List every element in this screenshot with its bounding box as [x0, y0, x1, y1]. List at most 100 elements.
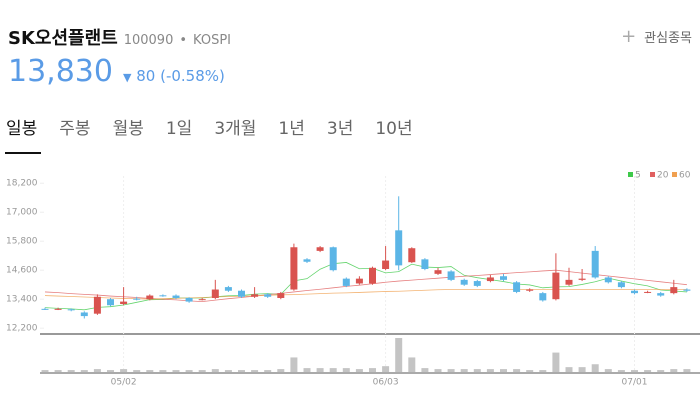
candle-body	[290, 247, 298, 290]
legend-swatch	[650, 172, 655, 177]
volume-bar	[631, 370, 638, 372]
x-tick-label: 07/01	[622, 378, 648, 388]
favorite-button[interactable]: + 관심종목	[621, 26, 692, 47]
favorite-icon: +	[621, 26, 637, 47]
volume-bar	[198, 370, 206, 372]
period-tab[interactable]: 3년	[326, 119, 354, 139]
candle-body	[382, 260, 390, 269]
volume-bar	[382, 366, 390, 372]
candle-body	[447, 271, 455, 280]
volume-bar	[617, 370, 625, 372]
x-tick-label: 05/02	[111, 378, 137, 388]
volume-bar	[604, 369, 612, 372]
period-tab[interactable]: 주봉	[59, 119, 91, 139]
candle-body	[251, 294, 259, 297]
candle-body	[526, 289, 534, 291]
volume-bar	[565, 367, 573, 372]
volume-bar	[486, 369, 494, 372]
volume-bar	[277, 369, 285, 372]
favorite-label: 관심종목	[644, 31, 692, 46]
period-tab[interactable]: 월봉	[112, 119, 144, 139]
candle-body	[238, 290, 245, 297]
volume-bar	[80, 370, 88, 372]
volume-bar	[670, 369, 678, 372]
volume-bar	[552, 352, 560, 372]
price: 13,830	[8, 54, 113, 89]
volume-bar	[342, 368, 350, 372]
volume-bar	[211, 369, 219, 372]
candle-body	[67, 309, 75, 311]
volume-bar	[539, 370, 547, 372]
volume-bar	[408, 357, 416, 372]
volume-bar	[303, 368, 311, 372]
period-tab[interactable]: 일봉	[6, 119, 38, 139]
period-tab[interactable]: 10년	[375, 119, 413, 139]
candle-body	[513, 282, 521, 292]
candle-body	[591, 250, 599, 278]
period-tab[interactable]: 1일	[165, 119, 193, 139]
candle-body	[342, 278, 350, 286]
volume-bar	[159, 370, 167, 372]
candle-body	[146, 295, 154, 300]
y-tick-label: 15,800	[6, 237, 38, 247]
candle-body	[644, 291, 652, 293]
candle-body	[460, 279, 468, 285]
volume-bar	[264, 370, 272, 372]
moving-average-line	[44, 262, 687, 311]
candle-body	[41, 308, 49, 310]
candle-body	[434, 270, 442, 274]
moving-average-line	[44, 269, 687, 303]
candle-body	[369, 267, 376, 284]
candle-body	[473, 281, 481, 286]
candle-body	[277, 293, 285, 298]
candle-body	[395, 230, 403, 266]
candle-body	[408, 248, 416, 263]
volume-bar	[513, 369, 521, 372]
candle-body	[198, 299, 206, 301]
volume-bar	[146, 370, 154, 372]
volume-bar	[185, 370, 193, 372]
volume-bar	[290, 357, 298, 372]
volume-bar	[93, 369, 101, 372]
volume-bar	[683, 369, 691, 372]
volume-bar	[251, 370, 259, 372]
stock-name: SK오션플랜트	[8, 28, 118, 49]
candle-body	[578, 278, 586, 280]
period-tabs: 일봉 주봉 월봉 1일 3개월 1년 3년 10년	[6, 114, 413, 139]
separator: •	[179, 33, 188, 48]
volume-bar	[591, 364, 599, 372]
change: ▼ 80 (-0.58%)	[123, 67, 225, 85]
market: KOSPI	[193, 33, 232, 48]
y-tick-label: 12,200	[6, 324, 38, 334]
candle-body	[80, 312, 88, 317]
candle-body	[107, 299, 114, 306]
stock-header: SK오션플랜트 100090 • KOSPI	[8, 24, 231, 50]
x-tick-label: 06/03	[373, 378, 399, 388]
stock-code: 100090	[123, 33, 174, 48]
candle-body	[631, 290, 638, 294]
period-tab[interactable]: 3개월	[214, 119, 257, 139]
candle-body	[120, 301, 128, 305]
legend-label: 5	[635, 171, 641, 181]
candle-body	[486, 277, 494, 282]
volume-bar	[172, 370, 180, 372]
candle-body	[421, 259, 429, 269]
period-tab[interactable]: 1년	[278, 119, 305, 139]
volume-bar	[644, 370, 652, 372]
candle-body	[617, 282, 625, 288]
volume-bar	[238, 370, 245, 372]
volume-bar	[355, 369, 363, 372]
change-percent: (-0.58%)	[160, 67, 225, 85]
legend-swatch	[628, 172, 633, 177]
active-tab-underline	[5, 152, 41, 154]
volume-bar	[133, 370, 141, 372]
volume-bar	[434, 369, 442, 372]
candle-body	[93, 296, 101, 314]
volume-bar	[526, 370, 534, 372]
candle-body	[224, 287, 232, 291]
candle-body	[316, 247, 324, 251]
volume-bar	[224, 370, 232, 372]
candle-body	[172, 295, 180, 298]
